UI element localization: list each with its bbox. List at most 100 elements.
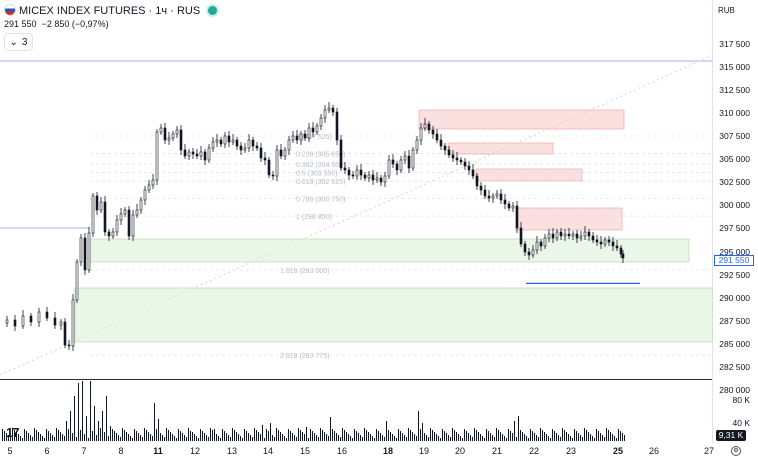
- time-axis[interactable]: 5 6 7 8 11 12 13 14 15 16 18 19 20 21 22 23 25 26 27: [0, 444, 714, 459]
- volume-bar: [120, 437, 121, 441]
- volume-bar: [114, 431, 115, 441]
- candle-body: [227, 135, 231, 143]
- price-axis[interactable]: 317 500 315 000 312 500 310 000 307 500 305 0…: [713, 0, 758, 395]
- volume-bar: [614, 436, 615, 441]
- volume-bar: [88, 438, 89, 441]
- candle-body: [179, 129, 183, 151]
- candle-body: [71, 299, 75, 347]
- volume-bar: [538, 437, 539, 441]
- volume-bar: [506, 438, 507, 441]
- candle-body: [611, 241, 615, 247]
- candle-body: [95, 195, 99, 211]
- volume-bar: [562, 428, 563, 441]
- volume-bar: [498, 430, 499, 441]
- candle-body: [519, 227, 523, 245]
- candle-body: [595, 239, 599, 243]
- volume-bar: [450, 437, 451, 441]
- volume-bar: [568, 434, 569, 441]
- last-price-badge: 291 550: [714, 255, 754, 266]
- candle-body: [279, 149, 283, 157]
- volume-bar: [416, 436, 417, 441]
- candle-body: [531, 249, 535, 256]
- volume-bar: [288, 429, 289, 441]
- volume-bar: [270, 423, 271, 441]
- currency-label[interactable]: RUB: [718, 6, 735, 15]
- volume-bar: [474, 428, 475, 441]
- volume-pane[interactable]: [0, 381, 713, 444]
- volume-bar: [98, 421, 99, 441]
- volume-bar: [496, 428, 497, 441]
- volume-bar: [74, 396, 75, 441]
- indicators-collapse-button[interactable]: ⌄ 3: [4, 33, 33, 51]
- candle-body: [319, 117, 323, 127]
- volume-bar: [354, 429, 355, 441]
- volume-bar: [376, 429, 377, 441]
- volume-bar: [152, 436, 153, 441]
- candle-body: [431, 129, 435, 135]
- candle-body: [159, 127, 163, 133]
- volume-bar: [116, 433, 117, 441]
- volume-bar: [492, 435, 493, 441]
- price-tick-label: 282 500: [719, 361, 750, 372]
- volume-bar: [622, 433, 623, 441]
- volume-bar: [604, 437, 605, 441]
- candle-body: [395, 163, 399, 171]
- volume-bar: [460, 436, 461, 441]
- time-tick-label: 12: [189, 446, 201, 456]
- volume-bar: [196, 436, 197, 441]
- volume-bar: [464, 429, 465, 441]
- volume-bar: [292, 433, 293, 441]
- candle-body: [191, 151, 195, 155]
- symbol-row[interactable]: MICEX INDEX FUTURES · 1ч · RUS: [4, 4, 218, 17]
- volume-bar: [486, 429, 487, 441]
- volume-bar: [454, 430, 455, 441]
- volume-bar: [10, 437, 11, 441]
- price-tick-label: 295 000: [719, 246, 750, 257]
- candle-body: [455, 157, 459, 161]
- volume-bar: [592, 436, 593, 441]
- candle-body: [523, 243, 527, 253]
- volume-bar: [586, 430, 587, 441]
- volume-bar: [296, 437, 297, 441]
- fib-level-label: 0.236 (305 650): [296, 151, 345, 158]
- volume-bar: [554, 431, 555, 441]
- time-tick-label: 7: [81, 446, 87, 456]
- volume-bar: [526, 436, 527, 441]
- volume-axis[interactable]: 80 K 40 K: [713, 381, 758, 444]
- fib-level-label: 0.786 (300 750): [296, 197, 345, 204]
- volume-bar: [236, 432, 237, 441]
- candle-body: [379, 177, 383, 183]
- volume-bar: [318, 437, 319, 441]
- candle-body: [411, 149, 415, 169]
- volume-bar: [24, 429, 25, 441]
- volume-bar: [144, 428, 145, 441]
- volume-bar: [556, 433, 557, 441]
- volume-bar: [320, 428, 321, 441]
- volume-bar: [150, 434, 151, 441]
- volume-bar: [488, 431, 489, 441]
- volume-bar: [432, 430, 433, 441]
- volume-bar: [60, 432, 61, 441]
- volume-bar: [16, 432, 17, 441]
- volume-bar: [444, 431, 445, 441]
- candle-body: [263, 157, 267, 161]
- symbol-name[interactable]: MICEX INDEX FUTURES: [19, 5, 146, 17]
- price-chart[interactable]: 0 (307 525) 0.236 (305 650) 0.382 (304 500…: [0, 0, 713, 380]
- volume-bar: [314, 433, 315, 441]
- interval[interactable]: 1ч: [155, 5, 168, 17]
- price-tick-label: 302 500: [719, 177, 750, 188]
- candle-body: [563, 233, 567, 237]
- candle-body: [275, 149, 279, 177]
- price-tick-label: 300 000: [719, 200, 750, 211]
- candle-body: [139, 199, 143, 211]
- candle-body: [287, 139, 291, 151]
- tradingview-logo[interactable]: 17: [6, 425, 20, 440]
- volume-bar: [408, 428, 409, 441]
- price-tick-label: 317 500: [719, 39, 750, 49]
- volume-bar: [162, 435, 163, 441]
- volume-bar: [426, 435, 427, 441]
- settings-icon[interactable]: ⚙: [731, 446, 741, 456]
- candle-body: [255, 145, 259, 149]
- price-chart-svg[interactable]: 0 (307 525) 0.236 (305 650) 0.382 (304 500…: [0, 0, 713, 380]
- time-tick-label: 14: [262, 446, 274, 456]
